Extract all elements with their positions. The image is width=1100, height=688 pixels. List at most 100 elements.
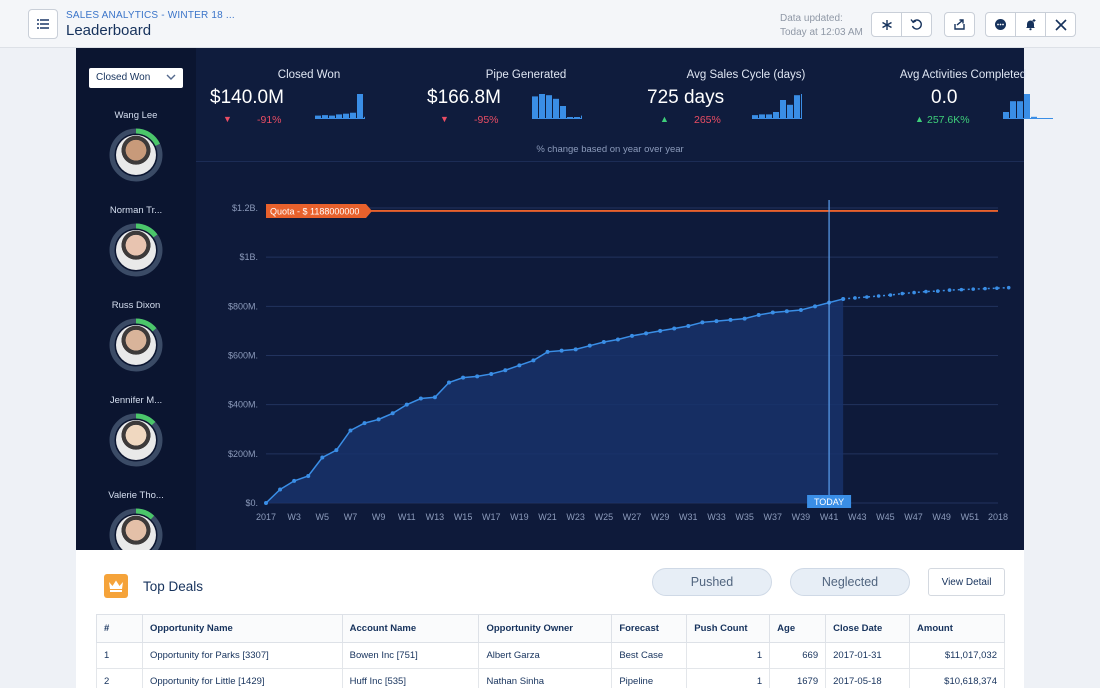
leaderboard-person[interactable]: Wang Lee <box>76 110 196 182</box>
column-header[interactable]: Forecast <box>611 614 688 643</box>
forecast-point <box>841 297 845 301</box>
table-cell: 669 <box>769 642 827 669</box>
kpi-change: -95% <box>474 114 499 126</box>
x-tick-label: W45 <box>876 512 895 522</box>
y-tick-label: $1B. <box>239 252 258 262</box>
column-header[interactable]: Close Date <box>825 614 911 643</box>
pushed-button[interactable]: Pushed <box>652 568 772 596</box>
column-header[interactable]: Account Name <box>341 614 480 643</box>
table-cell: $10,618,374 <box>909 668 1005 688</box>
avatar <box>116 230 156 270</box>
y-tick-label: $0. <box>245 498 258 508</box>
column-header[interactable]: Amount <box>909 614 1005 643</box>
actual-point <box>320 455 325 460</box>
undo-icon <box>910 19 922 30</box>
kpi-value: $140.0M <box>210 87 284 108</box>
spark-bar <box>343 113 349 118</box>
kpi-value: 0.0 <box>931 87 958 108</box>
spark-bar <box>560 106 566 118</box>
deals-table: # Opportunity Name Account Name Opportunity… <box>96 614 1005 688</box>
spark-bar <box>350 112 356 118</box>
spark-bar <box>1003 112 1009 118</box>
view-detail-button[interactable]: View Detail <box>928 568 1005 596</box>
x-tick-label: W27 <box>623 512 642 522</box>
actual-point <box>672 326 677 331</box>
table-cell: 2017-01-31 <box>825 642 911 669</box>
spark-bar <box>322 115 328 118</box>
column-header[interactable]: # <box>96 614 143 643</box>
table-row[interactable]: 2 Opportunity for Little [1429] Huff Inc [… <box>96 668 1005 688</box>
app-header: SALES ANALYTICS - WINTER 18 ... Leaderbo… <box>0 0 1100 48</box>
spark-bar <box>766 114 772 118</box>
trend-up-icon: ▲ <box>660 114 669 124</box>
spark-bar <box>329 115 335 118</box>
neglected-button[interactable]: Neglected <box>790 568 910 596</box>
table-cell: Nathan Sinha <box>478 668 613 688</box>
actual-point <box>686 324 691 328</box>
data-updated-time: Today at 12:03 AM <box>780 27 863 38</box>
forecast-point <box>888 293 893 297</box>
x-tick-label: 2018 <box>988 512 1008 522</box>
x-tick-label: W51 <box>961 512 980 522</box>
kpi-card: Closed Won $140.0M ▼ -91% <box>209 69 409 139</box>
table-cell: 1679 <box>769 668 827 688</box>
leaderboard-person[interactable]: Norman Tr... <box>76 205 196 277</box>
comment-button[interactable] <box>985 12 1016 37</box>
column-header[interactable]: Age <box>769 614 827 643</box>
leaderboard-person[interactable]: Jennifer M... <box>76 395 196 467</box>
forecast-point <box>959 287 964 292</box>
spark-bar <box>336 114 342 118</box>
avatar <box>116 515 156 555</box>
data-updated-label: Data updated: <box>780 13 843 24</box>
actual-point <box>728 317 733 322</box>
menu-button[interactable] <box>28 9 58 39</box>
share-icon <box>954 19 965 30</box>
top-deals-panel: Top Deals Pushed Neglected View Detail #… <box>76 550 1024 688</box>
share-button[interactable] <box>944 12 975 37</box>
table-cell: Opportunity for Little [1429] <box>141 668 343 688</box>
column-header[interactable]: Opportunity Owner <box>478 614 613 643</box>
kpi-card: Pipe Generated $166.8M ▼ -95% <box>426 69 626 139</box>
x-tick-label: W11 <box>398 512 416 522</box>
view-button-group <box>871 12 932 37</box>
forecast-point <box>876 294 881 298</box>
chevron-down-icon <box>166 74 176 80</box>
column-header[interactable]: Opportunity Name <box>141 614 343 643</box>
x-tick-label: W29 <box>651 512 670 522</box>
settings-button[interactable] <box>871 12 902 37</box>
actual-point <box>461 375 466 380</box>
spark-bar <box>801 94 802 118</box>
crown-icon <box>104 574 128 598</box>
actual-point <box>700 320 705 325</box>
actual-point <box>376 417 381 422</box>
notify-button[interactable] <box>1015 12 1046 37</box>
column-header[interactable]: Push Count <box>686 614 771 643</box>
actual-point <box>517 363 522 368</box>
actual-point <box>770 310 775 315</box>
y-tick-label: $200M. <box>228 449 258 459</box>
x-tick-label: W15 <box>454 512 473 522</box>
leaderboard-person[interactable]: Russ Dixon <box>76 300 196 372</box>
table-cell: 1 <box>96 642 143 669</box>
kpi-title: Closed Won <box>277 69 341 81</box>
forecast-point <box>900 291 905 296</box>
table-cell: Best Case <box>611 642 688 669</box>
kpi-title: Avg Sales Cycle (days) <box>686 69 806 81</box>
actual-point <box>432 395 437 400</box>
refresh-button[interactable] <box>901 12 932 37</box>
kpi-title: Avg Activities Completed <box>899 69 1027 81</box>
table-row[interactable]: 1 Opportunity for Parks [3307] Bowen Inc [… <box>96 642 1005 669</box>
forecast-point <box>865 295 869 299</box>
actual-point <box>264 501 268 505</box>
x-tick-label: W23 <box>566 512 585 522</box>
top-deals-title: Top Deals <box>143 579 204 594</box>
metric-select[interactable]: Closed Won <box>89 68 183 88</box>
actual-point <box>573 347 578 352</box>
leaderboard-sidebar: Closed Won Wang Lee Norman Tr... Russ Dixo… <box>76 48 196 562</box>
app-subtitle[interactable]: SALES ANALYTICS - WINTER 18 ... <box>66 10 235 21</box>
table-cell: 1 <box>686 642 771 669</box>
close-button[interactable] <box>1045 12 1076 37</box>
kpi-change: -91% <box>257 114 282 126</box>
actual-point <box>306 473 311 478</box>
y-tick-label: $400M. <box>228 400 258 410</box>
